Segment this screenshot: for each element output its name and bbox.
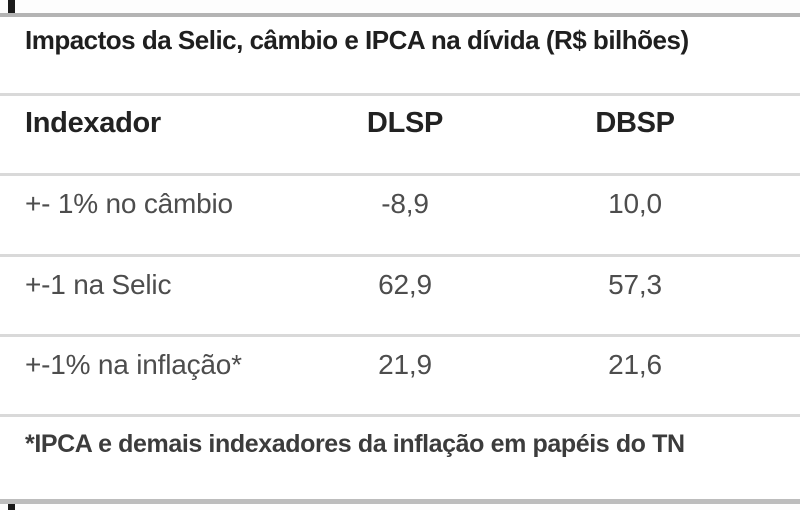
table-title: Impactos da Selic, câmbio e IPCA na dívi…: [0, 17, 800, 96]
col-header-dbsp: DBSP: [595, 107, 675, 139]
table-row-selic: +-1 na Selic 62,9 57,3: [0, 257, 800, 337]
row-label-cambio: +- 1% no câmbio: [25, 188, 233, 219]
crop-artifact-line-bottom: [8, 504, 15, 510]
inflacao-dlsp-value: 21,9: [378, 349, 432, 380]
cambio-dbsp-value: 10,0: [608, 188, 662, 219]
impact-table: Impactos da Selic, câmbio e IPCA na dívi…: [0, 13, 800, 504]
inflacao-dbsp-value: 21,6: [608, 349, 662, 380]
table-row-cambio: +- 1% no câmbio -8,9 10,0: [0, 176, 800, 257]
col-header-indexador: Indexador: [25, 107, 161, 139]
crop-artifact-line-top: [8, 0, 15, 13]
col-header-dlsp: DLSP: [366, 107, 444, 139]
table-footnote: *IPCA e demais indexadores da inflação e…: [25, 430, 685, 458]
row-label-inflacao: +-1% na inflação*: [25, 349, 242, 380]
table-header-row: Indexador DLSP DBSP: [0, 96, 800, 176]
cambio-dlsp-value: -8,9: [381, 188, 429, 219]
table-row-inflacao: +-1% na inflação* 21,9 21,6: [0, 337, 800, 417]
row-label-selic: +-1 na Selic: [25, 269, 172, 300]
selic-dbsp-value: 57,3: [608, 269, 662, 300]
selic-dlsp-value: 62,9: [378, 269, 432, 300]
